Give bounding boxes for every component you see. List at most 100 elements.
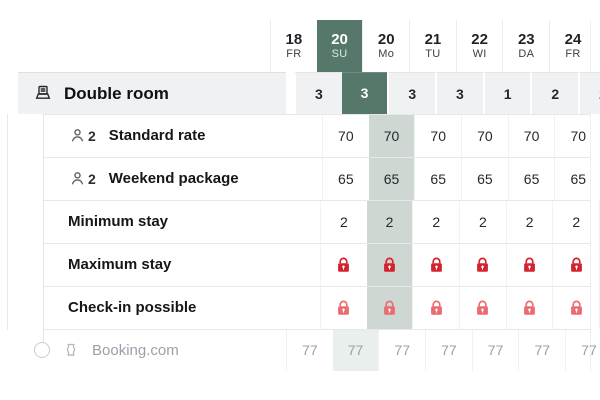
- rate-cell-selected[interactable]: 70: [368, 114, 415, 157]
- day-number: 20: [331, 31, 348, 49]
- rate-cell[interactable]: 65: [322, 157, 369, 200]
- restriction-cell: [412, 286, 459, 329]
- day-number: 18: [285, 31, 303, 49]
- availability-cell[interactable]: 2: [578, 72, 600, 114]
- lock-icon[interactable]: [475, 300, 490, 316]
- room-row: Double room 3 3 3 3 1 2 2: [18, 72, 600, 114]
- availability-cell-selected[interactable]: 3: [341, 72, 388, 114]
- day-column-18[interactable]: 18 FR: [270, 20, 317, 72]
- rate-cell[interactable]: 65: [414, 157, 461, 200]
- rate-cell[interactable]: 70: [322, 114, 369, 157]
- day-number: 23: [517, 31, 535, 49]
- channel-cell[interactable]: 77: [518, 329, 565, 371]
- restriction-row-checkin: Check-in possible: [18, 286, 600, 329]
- availability-cell[interactable]: 3: [387, 72, 436, 114]
- lock-icon[interactable]: [522, 257, 537, 273]
- day-number: 22: [471, 31, 488, 49]
- channel-cell[interactable]: 77: [425, 329, 472, 371]
- date-header-spacer: [18, 20, 270, 72]
- day-column-21[interactable]: 21 TU: [409, 20, 456, 72]
- restriction-cell: [552, 286, 599, 329]
- rate-row-label: 2 Weekend package: [18, 157, 322, 200]
- rate-row-standard: 2 Standard rate 70 70 70 70 70 70 70: [18, 114, 590, 157]
- channel-name[interactable]: Booking.com: [92, 341, 179, 359]
- occupancy-count: 2: [88, 127, 96, 144]
- rate-name: Weekend package: [108, 170, 239, 187]
- restriction-cell[interactable]: 2: [320, 200, 367, 243]
- row-divider: [44, 114, 590, 115]
- occupancy: 2: [70, 128, 96, 144]
- lock-icon[interactable]: [336, 300, 351, 316]
- table-left-border: [7, 114, 8, 330]
- day-column-20-selected[interactable]: 20 SU: [316, 20, 363, 72]
- restriction-cell-selected[interactable]: 2: [366, 200, 413, 243]
- rate-cell[interactable]: 65: [507, 157, 555, 200]
- channel-cell[interactable]: 77: [471, 329, 519, 371]
- lock-icon[interactable]: [336, 257, 351, 273]
- availability-cell[interactable]: 1: [482, 72, 531, 114]
- rate-cell[interactable]: 70: [461, 114, 508, 157]
- day-number: 20: [377, 31, 395, 49]
- day-of-week: DA: [518, 48, 535, 61]
- day-column-20[interactable]: 20 Mo: [362, 20, 409, 72]
- rate-cell[interactable]: 70: [554, 114, 600, 157]
- lock-icon[interactable]: [569, 300, 584, 316]
- bed-icon: [34, 85, 52, 103]
- date-header-row: 18 FR 20 SU 20 Mo 21 TU 22 WI 23 DA: [18, 20, 590, 72]
- restriction-cell[interactable]: 2: [552, 200, 599, 243]
- availability-cell[interactable]: 3: [435, 72, 483, 114]
- row-divider: [44, 243, 590, 244]
- rate-cell[interactable]: 65: [554, 157, 600, 200]
- day-of-week: WI: [472, 48, 487, 61]
- restriction-cell: [320, 243, 367, 286]
- rate-name: Standard rate: [108, 127, 206, 144]
- day-column-24[interactable]: 24 FR: [549, 20, 596, 72]
- channel-cell-selected[interactable]: 77: [332, 329, 379, 371]
- restriction-cell-selected: [366, 243, 413, 286]
- rate-cell-selected[interactable]: 65: [368, 157, 415, 200]
- lock-icon[interactable]: [382, 300, 397, 316]
- channel-cell[interactable]: 77: [378, 329, 425, 371]
- restriction-label: Minimum stay: [68, 213, 169, 230]
- restriction-cell[interactable]: 2: [505, 200, 553, 243]
- day-of-week: FR: [286, 48, 302, 61]
- day-of-week: Mo: [378, 48, 395, 61]
- restriction-cell-selected: [366, 286, 413, 329]
- restriction-cell[interactable]: 2: [412, 200, 459, 243]
- rate-cell[interactable]: 70: [507, 114, 555, 157]
- lock-icon[interactable]: [475, 257, 490, 273]
- person-icon: [70, 128, 85, 143]
- restriction-cell: [552, 243, 599, 286]
- channel-row-booking: Booking.com 77 77 77 77 77 77 77: [18, 329, 597, 371]
- room-header[interactable]: Double room: [18, 72, 286, 114]
- channel-cell[interactable]: 77: [286, 329, 333, 371]
- day-number: 24: [564, 31, 582, 49]
- restriction-label: Maximum stay: [68, 256, 172, 273]
- day-column-22[interactable]: 22 WI: [455, 20, 503, 72]
- rate-row-label: 2 Standard rate: [18, 114, 322, 157]
- day-of-week: FR: [565, 48, 581, 61]
- channel-cell[interactable]: 77: [565, 329, 600, 371]
- availability-cell[interactable]: 3: [294, 72, 342, 114]
- restriction-cell: [505, 286, 553, 329]
- restriction-cell: [412, 243, 459, 286]
- lock-icon[interactable]: [569, 257, 584, 273]
- day-column-23[interactable]: 23 DA: [502, 20, 549, 72]
- restriction-label: Check-in possible: [68, 299, 197, 316]
- lock-icon[interactable]: [382, 257, 397, 273]
- lock-icon[interactable]: [429, 300, 444, 316]
- rate-cell[interactable]: 70: [414, 114, 461, 157]
- rate-cell[interactable]: 65: [461, 157, 508, 200]
- channel-label: Booking.com: [18, 329, 286, 371]
- channel-icon: [63, 342, 79, 358]
- lock-icon[interactable]: [522, 300, 537, 316]
- row-divider: [44, 200, 590, 201]
- lock-icon[interactable]: [429, 257, 444, 273]
- availability-cell[interactable]: 2: [530, 72, 579, 114]
- restriction-cell[interactable]: 2: [459, 200, 506, 243]
- day-of-week: SU: [331, 48, 348, 61]
- restriction-cell: [505, 243, 553, 286]
- occupancy: 2: [70, 171, 96, 187]
- channel-radio[interactable]: [34, 342, 50, 358]
